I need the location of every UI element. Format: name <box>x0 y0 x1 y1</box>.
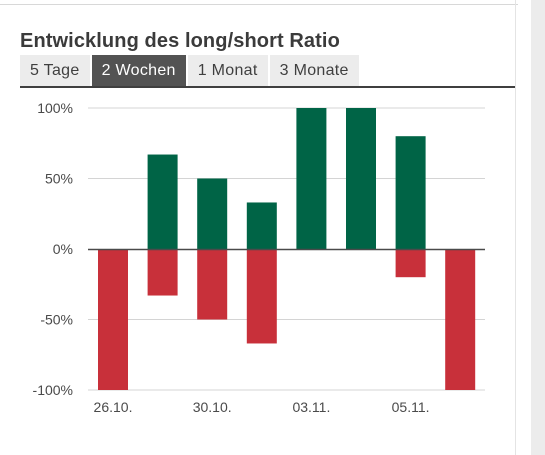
long-bar <box>346 108 376 249</box>
x-tick-label: 03.11. <box>292 399 330 415</box>
short-bar <box>197 249 228 320</box>
long-bar <box>296 108 327 249</box>
long-bar <box>147 154 178 249</box>
x-tick-label: 26.10. <box>94 399 133 415</box>
y-tick-label: 100% <box>37 100 73 116</box>
tab-1-monat[interactable]: 1 Monat <box>187 55 268 86</box>
short-bar <box>147 249 178 296</box>
y-tick-label: 50% <box>45 171 73 187</box>
short-bar <box>395 249 426 278</box>
x-tick-label: 05.11. <box>392 399 430 415</box>
x-tick-label: 30.10. <box>193 399 232 415</box>
long-bar <box>395 136 426 249</box>
tab-2-wochen[interactable]: 2 Wochen <box>91 55 186 86</box>
short-bar <box>445 249 476 390</box>
short-bar <box>98 249 128 390</box>
tab-3-monate[interactable]: 3 Monate <box>269 55 359 86</box>
y-tick-label: -100% <box>33 382 73 398</box>
tab-5-tage[interactable]: 5 Tage <box>20 55 90 86</box>
period-tabs: 5 Tage 2 Wochen 1 Monat 3 Monate <box>20 55 361 86</box>
tabs-underline <box>20 86 515 88</box>
top-divider <box>0 4 518 5</box>
long-bar <box>246 202 277 249</box>
short-bar <box>246 249 277 344</box>
long-bar <box>197 178 228 249</box>
y-tick-label: -50% <box>40 312 73 328</box>
side-scroll-track <box>531 0 545 455</box>
widget-title: Entwicklung des long/short Ratio <box>20 30 340 52</box>
y-tick-label: 0% <box>53 241 73 257</box>
panel-right-border <box>515 0 516 455</box>
